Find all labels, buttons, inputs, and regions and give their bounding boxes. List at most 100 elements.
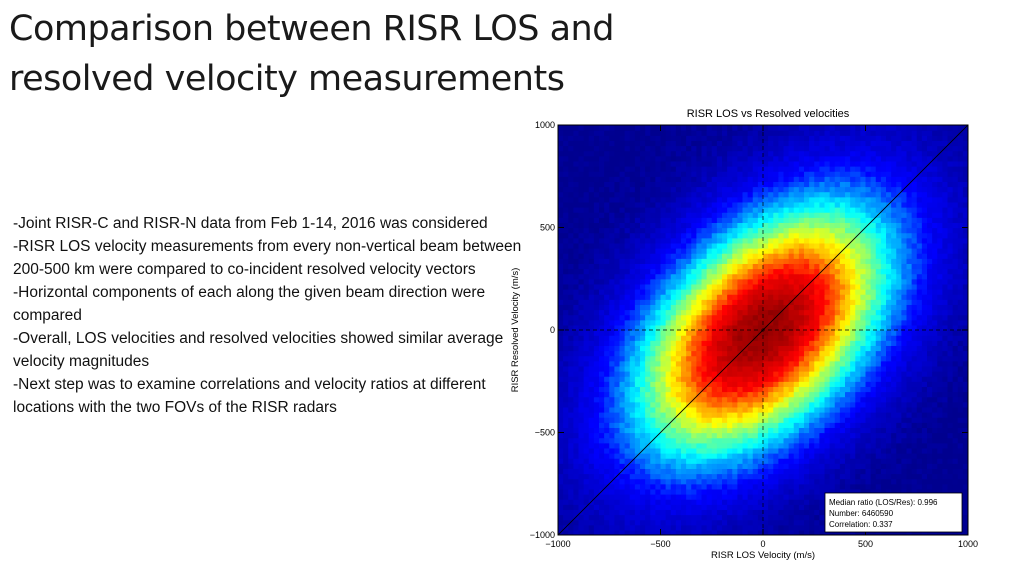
heatmap-cell	[640, 391, 646, 398]
heatmap-cell	[793, 468, 800, 475]
heatmap-cell	[588, 335, 595, 341]
heatmap-cell	[809, 381, 815, 387]
heatmap-cell	[886, 478, 892, 485]
heatmap-cell	[768, 494, 774, 500]
heatmap-cell	[660, 273, 667, 280]
heatmap-cell	[634, 294, 641, 300]
heatmap-cell	[691, 289, 697, 295]
heatmap-cell	[875, 319, 882, 326]
heatmap-cell	[711, 340, 718, 346]
heatmap-cell	[609, 453, 615, 459]
heatmap-cell	[839, 442, 846, 449]
heatmap-cell	[937, 376, 943, 382]
heatmap-cell	[793, 483, 800, 490]
heatmap-cell	[932, 483, 938, 490]
heatmap-cell	[604, 227, 610, 234]
heatmap-cell	[604, 283, 610, 290]
heatmap-cell	[752, 488, 759, 495]
heatmap-cell	[875, 222, 882, 229]
heatmap-cell	[773, 253, 779, 259]
heatmap-cell	[952, 263, 959, 270]
heatmap-cell	[722, 217, 728, 223]
heatmap-cell	[927, 222, 933, 229]
heatmap-cell	[763, 473, 769, 480]
heatmap-cell	[927, 278, 933, 285]
heatmap-cell	[752, 519, 759, 526]
heatmap-cell	[834, 386, 841, 393]
heatmap-cell	[691, 263, 697, 270]
heatmap-cell	[891, 278, 897, 285]
heatmap-cell	[747, 529, 754, 535]
heatmap-cell	[891, 406, 897, 413]
heatmap-cell	[957, 488, 964, 495]
heatmap-cell	[942, 350, 949, 357]
heatmap-cell	[691, 304, 697, 311]
heatmap-cell	[834, 283, 841, 290]
heatmap-cell	[957, 350, 964, 357]
heatmap-cell	[599, 376, 605, 382]
heatmap-cell	[609, 463, 615, 469]
heatmap-cell	[932, 463, 938, 469]
heatmap-cell	[681, 529, 687, 535]
heatmap-cell	[957, 263, 964, 270]
heatmap-cell	[619, 299, 626, 305]
heatmap-cell	[788, 237, 795, 244]
heatmap-cell	[896, 417, 902, 423]
heatmap-cell	[798, 468, 805, 475]
heatmap-cell	[850, 248, 856, 254]
heatmap-cell	[578, 376, 585, 382]
heatmap-cell	[619, 514, 626, 521]
heatmap-cell	[686, 294, 692, 300]
heatmap-cell	[711, 453, 718, 459]
heatmap-cell	[875, 345, 882, 352]
heatmap-cell	[793, 350, 800, 357]
heatmap-cell	[804, 514, 810, 521]
heatmap-cell	[860, 381, 867, 387]
heatmap-cell	[563, 253, 569, 259]
heatmap-cell	[593, 509, 600, 516]
heatmap-cell	[942, 437, 949, 444]
heatmap-cell	[824, 309, 831, 316]
heatmap-cell	[845, 309, 851, 316]
heatmap-cell	[947, 442, 954, 449]
heatmap-cell	[829, 345, 836, 352]
heatmap-cell	[937, 488, 943, 495]
heatmap-cell	[578, 437, 585, 444]
heatmap-cell	[870, 529, 877, 535]
heatmap-cell	[875, 263, 882, 270]
heatmap-cell	[875, 432, 882, 439]
heatmap-cell	[691, 268, 697, 275]
heatmap-cell	[921, 478, 928, 485]
heatmap-cell	[696, 427, 703, 434]
heatmap-cell	[962, 519, 968, 526]
heatmap-cell	[624, 494, 631, 500]
heatmap-cell	[763, 227, 769, 234]
heatmap-cell	[609, 319, 615, 326]
heatmap-cell	[809, 509, 815, 516]
heatmap-cell	[865, 453, 872, 459]
heatmap-cell	[650, 217, 656, 223]
heatmap-cell	[701, 335, 708, 341]
heatmap-cell	[681, 283, 687, 290]
heatmap-cell	[614, 519, 621, 526]
heatmap-cell	[942, 299, 949, 305]
heatmap-cell	[778, 371, 785, 377]
heatmap-cell	[578, 514, 585, 521]
heatmap-cell	[558, 406, 564, 413]
heatmap-cell	[604, 360, 610, 367]
heatmap-cell	[911, 381, 918, 387]
heatmap-cell	[634, 222, 641, 229]
heatmap-cell	[711, 237, 718, 244]
heatmap-cell	[670, 381, 677, 387]
heatmap-cell	[886, 278, 892, 285]
heatmap-cell	[604, 412, 610, 418]
heatmap-cell	[763, 391, 769, 398]
heatmap-cell	[927, 283, 933, 290]
heatmap-cell	[614, 222, 621, 229]
heatmap-cell	[773, 406, 779, 413]
heatmap-cell	[886, 463, 892, 469]
heatmap-cell	[916, 365, 923, 372]
heatmap-cell	[952, 227, 959, 234]
heatmap-cell	[629, 442, 636, 449]
heatmap-cell	[558, 391, 564, 398]
